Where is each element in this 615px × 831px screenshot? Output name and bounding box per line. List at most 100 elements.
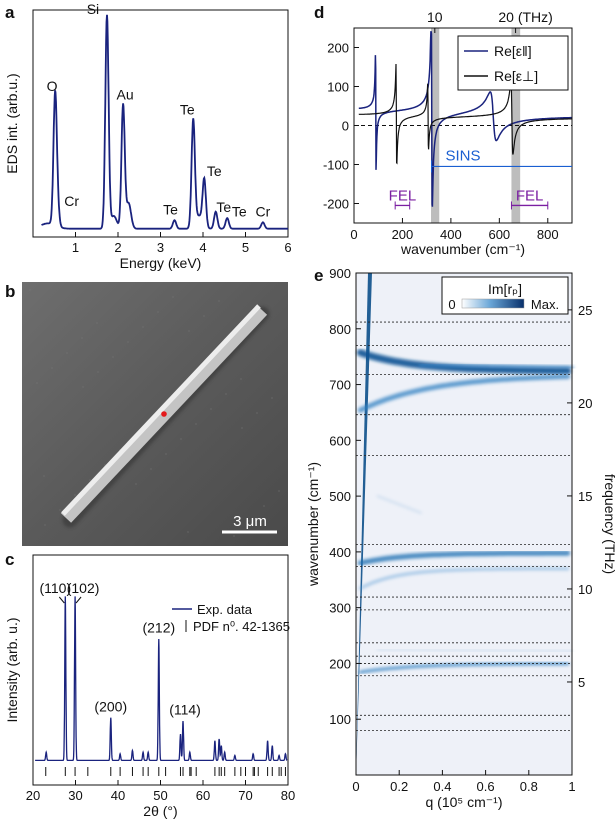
fel-label: FEL [389,187,417,204]
colorbar-label: Im[rₚ] [488,281,522,297]
colorbar-ramp [461,298,525,309]
peak-label-c: (110) [39,580,71,596]
sem-noise [135,483,137,485]
mode-band [376,648,573,653]
x-axis-label-e: q (10⁵ cm⁻¹) [426,794,503,810]
sem-noise [256,412,258,414]
sem-noise [210,408,212,410]
sem-noise [127,341,129,343]
x-tick-label-c: 30 [68,788,82,803]
x-tick-label-c: 70 [238,788,252,803]
x-tick-label-e: 1 [568,779,575,794]
xrd-pattern-line [35,596,288,762]
legend-label-pdf: PDF n⁰. 42-1365 [193,619,290,634]
x-tick-label-e: 0.6 [477,779,495,794]
right-tick-label-e: 10 [578,582,592,597]
y-tick-label-e: 300 [329,601,351,616]
sem-noise [263,505,265,507]
sem-noise [43,475,45,477]
mode-band [356,349,572,375]
sem-noise [36,382,38,384]
sem-noise [74,494,76,496]
sem-noise [157,311,159,313]
sem-noise [188,330,190,332]
y-tick-label-d: -100 [323,158,349,173]
sem-noise [66,352,68,354]
y-tick-label-e: 100 [329,712,351,727]
sem-noise [203,315,205,317]
x-tick-label-d: 600 [488,227,510,242]
sem-noise [142,326,144,328]
sem-noise [195,423,197,425]
y-axis-label-e: wavenumber (cm⁻¹) [305,462,321,587]
x-tick-label-c: 50 [153,788,167,803]
sem-noise [81,337,83,339]
peak-label-a: Te [232,203,247,219]
y-tick-label-e: 400 [329,545,351,560]
sem-noise [187,531,189,533]
peak-arrow [75,596,82,604]
x-tick-label-e: 0 [352,779,359,794]
panel-label-e: e [314,266,323,285]
sem-noise [97,371,99,373]
legend-label-par: Re[ε‖] [494,43,532,59]
sem-noise [150,468,152,470]
panel-label-a: a [5,3,15,22]
peak-label-c: (102) [67,580,100,596]
sem-noise [165,453,167,455]
top-tick-label-d: 20 (THz) [498,9,552,25]
colorbar-min-label: 0 [448,297,455,312]
y-tick-label-d: 0 [342,119,349,134]
y-tick-label-e: 500 [329,489,351,504]
y-axis-label-c: Intensity (arb. u.) [4,617,20,722]
peak-label-c: (114) [169,702,201,718]
legend-label-exp: Exp. data [197,602,253,617]
sem-noise [82,386,84,388]
peak-label-a: Te [207,163,222,179]
x-tick-label-d: 800 [537,227,559,242]
x-tick-label-a: 2 [114,240,121,255]
right-axis-label-e: frequency (THz) [602,474,615,574]
y-tick-label-e: 900 [329,266,351,281]
reststrahlen-band [431,28,440,223]
mode-band [376,495,422,514]
sem-noise [241,427,243,429]
sem-noise [29,289,31,291]
sem-noise [271,397,273,399]
x-tick-label-d: 200 [392,227,414,242]
sem-noise [44,524,46,526]
x-tick-label-c: 40 [111,788,125,803]
x-tick-label-c: 80 [281,788,295,803]
sem-noise [89,479,91,481]
x-tick-label-a: 4 [199,240,206,255]
panel-b: b 3 μm [5,282,288,546]
x-tick-label-e: 0.4 [433,779,451,794]
series-line-re-eps-perp [358,63,572,165]
eds-spectrum-line [41,14,288,230]
y-tick-label-d: 100 [327,80,349,95]
sem-noise [51,367,53,369]
peak-label-a: Te [163,201,178,217]
mode-band [418,363,574,370]
peak-label-a: Te [216,199,231,215]
legend-box-d [457,35,569,91]
y-axis-label-a: EDS int. (arb.u.) [4,73,20,173]
sem-noise [240,378,242,380]
right-tick-label-e: 5 [578,675,585,690]
sem-noise [59,509,61,511]
right-tick-label-e: 15 [578,489,592,504]
y-tick-label-d: -200 [323,197,349,212]
x-axis-label-a: Energy (keV) [120,255,202,271]
y-tick-label-e: 200 [329,656,351,671]
x-tick-label-c: 20 [26,788,40,803]
mode-band [358,567,570,590]
fel-label: FEL [516,187,544,204]
light-line [356,273,372,775]
panel-c: c 20 30 40 50 60 70 80 2θ (°) Intensity (arb. u.)… [4,550,295,819]
panel-a: a 1 2 3 4 5 6 Energy (keV) EDS int. (arb.u.) O Cr S… [4,1,292,271]
sem-noise [218,300,220,302]
x-tick-label-a: 3 [157,240,164,255]
sem-noise [225,393,227,395]
sem-noise [278,490,280,492]
